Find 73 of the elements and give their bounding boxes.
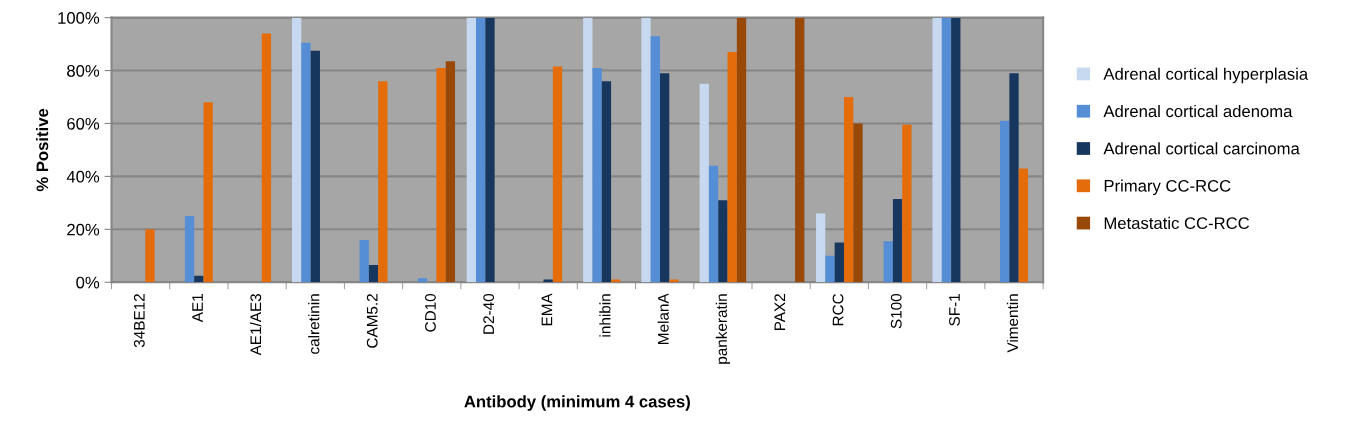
bar: [417, 278, 428, 283]
x-tick-label: D2-40: [483, 293, 495, 334]
bar: [834, 242, 844, 283]
bar: [436, 67, 446, 283]
bar: [843, 97, 854, 283]
x-tick-label: RCC: [832, 293, 844, 326]
y-axis-title: % Positive: [36, 108, 49, 192]
bar: [310, 50, 320, 283]
legend-label: Adrenal cortical carcinoma: [1103, 142, 1300, 155]
x-tick-label: EMA: [541, 293, 553, 326]
bar: [736, 17, 747, 283]
bar: [184, 216, 195, 283]
bar: [932, 17, 942, 283]
y-tick-label: 20%: [67, 223, 100, 236]
x-tick-label: PAX2: [774, 294, 786, 331]
bar: [650, 36, 660, 283]
legend-label: Primary CC-RCC: [1104, 179, 1231, 196]
bar: [795, 17, 805, 283]
bar: [941, 17, 952, 283]
bar: [485, 17, 495, 283]
bar: [368, 265, 379, 283]
bar: [359, 239, 369, 283]
bar: [727, 52, 737, 283]
bar: [445, 61, 456, 283]
bar: [145, 229, 155, 283]
bar: [601, 81, 612, 283]
legend-label: Metastatic CC-RCC: [1104, 216, 1250, 230]
bar: [378, 81, 388, 283]
x-tick-label: AE1: [192, 294, 203, 323]
bar: [853, 123, 863, 283]
bar: [883, 241, 893, 283]
bar: [1009, 73, 1019, 283]
x-tick-label: CD10: [425, 293, 436, 332]
y-tick-label: 100%: [58, 12, 100, 24]
y-tick-label: 60%: [67, 117, 100, 130]
x-tick-label: SF-1: [949, 294, 960, 326]
x-tick-label: calretinin: [308, 294, 320, 354]
bar: [466, 17, 477, 283]
bar: [583, 17, 593, 283]
bar: [699, 83, 709, 283]
x-tick-label: Vimentin: [1006, 294, 1019, 353]
bar: [660, 73, 670, 283]
x-tick-label: MelanA: [657, 293, 669, 344]
bar: [902, 124, 912, 283]
bar: [261, 33, 272, 283]
x-tick-label: CAM5.2: [366, 294, 378, 348]
y-tick-label: 80%: [67, 64, 100, 77]
bar: [476, 17, 486, 283]
x-tick-label: AE1/AE3: [249, 294, 262, 356]
bar: [951, 17, 961, 283]
bar: [552, 66, 563, 283]
bar: [892, 198, 903, 283]
x-tick-label: pankeratin: [715, 294, 730, 364]
bar: [825, 255, 835, 283]
bar: [301, 42, 311, 283]
x-axis-title: Antibody (minimum 4 cases): [464, 395, 690, 411]
legend-label: Adrenal cortical hyperplasia: [1103, 67, 1309, 84]
x-tick-label: 34BE12: [133, 294, 145, 348]
y-tick-label: 0%: [76, 276, 100, 289]
y-tick-label: 40%: [66, 170, 100, 183]
bar: [292, 17, 302, 283]
x-tick-label: S100: [890, 293, 902, 329]
bar: [816, 213, 826, 283]
legend-label: Adrenal cortical adenoma: [1103, 104, 1293, 118]
bar: [203, 102, 213, 283]
bar: [718, 200, 728, 283]
bar: [708, 165, 719, 283]
bar: [194, 275, 204, 283]
bar: [1018, 168, 1028, 283]
bar: [641, 17, 651, 283]
x-tick-label: inhibin: [599, 294, 611, 337]
bar: [1000, 120, 1010, 283]
bar: [592, 67, 602, 283]
